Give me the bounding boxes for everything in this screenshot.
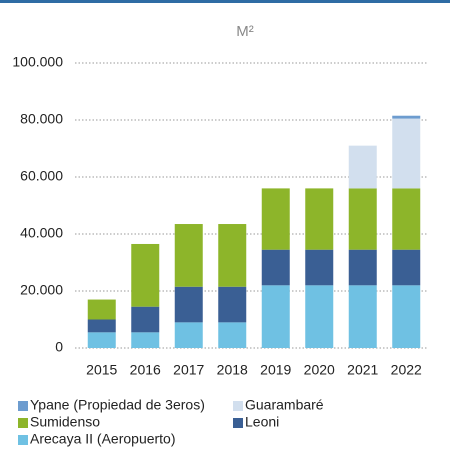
bar-segment [87, 332, 116, 348]
bar-segment [392, 249, 421, 286]
bar-segment [218, 286, 247, 323]
x-tick-label: 2019 [260, 362, 291, 378]
bar-segment [174, 286, 203, 323]
bar-segment [174, 224, 203, 287]
bar-segment [87, 319, 116, 333]
y-tick-label: 80.000 [20, 111, 63, 127]
bar-segment [305, 188, 334, 250]
y-tick-label: 100.000 [12, 54, 63, 70]
legend-swatch [18, 435, 28, 445]
top-border [0, 0, 450, 3]
bar-segment [348, 145, 377, 189]
bar-segment [87, 299, 116, 320]
legend-swatch [233, 401, 243, 411]
bar-segment [392, 115, 421, 119]
bar-segment [392, 188, 421, 250]
legend-swatch [18, 401, 28, 411]
legend-swatch [18, 418, 28, 428]
bar-segment [348, 188, 377, 250]
chart-title: M² [236, 23, 254, 40]
x-tick-label: 2020 [304, 362, 335, 378]
y-tick-label: 20.000 [20, 282, 63, 298]
bar-segment [261, 285, 290, 348]
x-tick-label: 2017 [173, 362, 204, 378]
bar-segment [305, 249, 334, 286]
bar-segment [131, 332, 160, 348]
bar-segment [174, 322, 203, 348]
bar-segment [392, 285, 421, 348]
legend-label: Leoni [245, 414, 279, 430]
x-tick-label: 2018 [217, 362, 248, 378]
bar-segment [392, 118, 421, 189]
legend-swatch [233, 418, 243, 428]
legend-label: Sumidenso [30, 414, 100, 430]
bar-segment [131, 243, 160, 307]
y-tick-label: 60.000 [20, 168, 63, 184]
x-tick-label: 2016 [130, 362, 161, 378]
x-tick-label: 2015 [86, 362, 117, 378]
bar-segment [218, 322, 247, 348]
legend-label: Arecaya II (Aeropuerto) [30, 431, 176, 447]
bar-segment [348, 285, 377, 348]
x-tick-label: 2022 [391, 362, 422, 378]
bar-segment [261, 249, 290, 286]
y-tick-label: 40.000 [20, 225, 63, 241]
x-tick-label: 2021 [347, 362, 378, 378]
bar-segment [218, 224, 247, 287]
legend-label: Guarambaré [245, 397, 324, 413]
y-tick-label: 0 [55, 339, 63, 355]
legend-label: Ypane (Propiedad de 3eros) [30, 397, 205, 413]
bar-segment [305, 285, 334, 348]
bar-segment [131, 306, 160, 333]
bar-segment [261, 188, 290, 250]
bar-segment [348, 249, 377, 286]
